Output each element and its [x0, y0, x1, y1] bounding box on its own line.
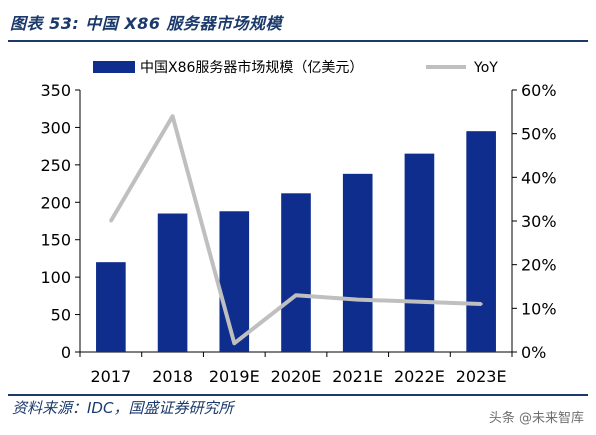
yoy-point [479, 302, 483, 306]
source-note: 资料来源：IDC，国盛证券研究所 [12, 399, 234, 417]
yoy-point [356, 298, 360, 302]
bar [404, 153, 435, 352]
legend: 中国X86服务器市场规模（亿美元） YoY [93, 59, 498, 76]
yoy-point [109, 219, 113, 223]
y-tick-label-left: 250 [40, 156, 71, 175]
y-tick-label-left: 100 [40, 268, 71, 287]
x-tick-label: 2023E [456, 367, 507, 386]
legend-line-label: YoY [473, 60, 498, 76]
y-tick-label-right: 40% [521, 168, 557, 187]
legend-bar-label: 中国X86服务器市场规模（亿美元） [140, 59, 363, 76]
y-tick-label-left: 50 [51, 306, 71, 325]
bar [281, 193, 311, 352]
x-tick-label: 2021E [332, 367, 383, 386]
figure-caption: 图表 53: 中国 X86 服务器市场规模 [10, 14, 283, 33]
x-tick-label: 2022E [394, 367, 445, 386]
caption-rule [8, 40, 588, 42]
bar [96, 262, 126, 352]
y-tick-label-right: 60% [521, 81, 557, 100]
x-tick-label: 2018 [152, 367, 193, 386]
source-rule [8, 394, 588, 396]
y-tick-label-right: 30% [521, 212, 557, 231]
y-tick-label-right: 20% [521, 256, 557, 275]
y-tick-label-right: 10% [521, 299, 557, 318]
watermark: 头条 @未来智库 [488, 411, 584, 426]
yoy-point [171, 114, 175, 118]
bar [219, 211, 250, 352]
y-tick-label-left: 150 [40, 231, 71, 250]
yoy-point [232, 341, 236, 345]
bar [157, 213, 188, 352]
x-tick-label: 2017 [90, 367, 131, 386]
y-tick-label-right: 50% [521, 125, 557, 144]
bar [342, 173, 373, 352]
yoy-series [109, 114, 483, 346]
x-tick-label: 2020E [271, 367, 322, 386]
legend-bar-swatch [93, 61, 135, 73]
bar [466, 131, 496, 352]
yoy-point [294, 293, 298, 297]
x-tick-label: 2019E [209, 367, 260, 386]
y-tick-label-left: 350 [40, 81, 71, 100]
y-tick-label-left: 300 [40, 118, 71, 137]
y-tick-label-left: 200 [40, 193, 71, 212]
bars [96, 131, 496, 352]
y-tick-label-left: 0 [61, 343, 71, 362]
y-tick-label-right: 0% [521, 343, 546, 362]
yoy-point [417, 300, 421, 304]
axes: 0 50 100 150 200 250 300 350 0% 10% 20% 30% 40% 50% 60… [40, 81, 556, 386]
